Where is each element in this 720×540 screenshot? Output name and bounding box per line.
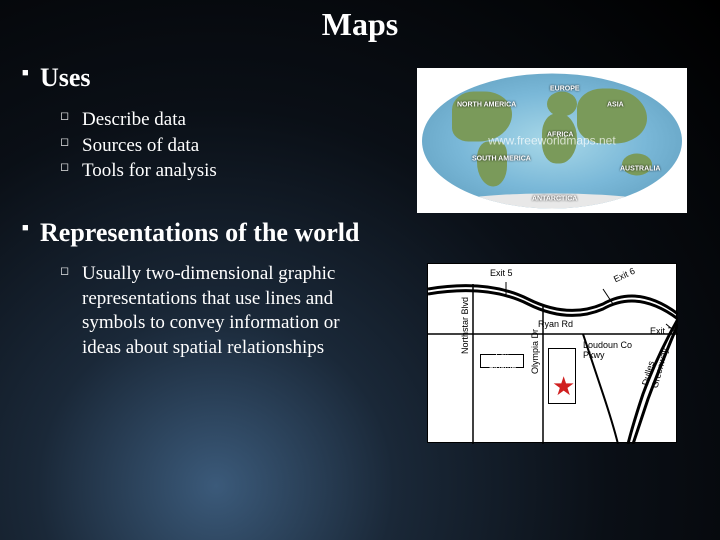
star-marker-icon: ★: [552, 372, 575, 402]
list-item: Tools for analysis: [60, 158, 402, 184]
map-label: SOUTH AMERICA: [472, 155, 531, 162]
road-label: Northstar Blvd: [460, 297, 470, 354]
map-label: NORTH AMERICA: [457, 101, 516, 108]
slide-title: Maps: [0, 0, 720, 43]
text-column: Uses Describe data Sources of data Tools…: [22, 63, 402, 443]
road-label: Loudoun Co Pkwy: [583, 340, 643, 360]
section-heading-representations: Representations of the world: [22, 218, 402, 248]
map-label: ANTARCTICA: [532, 195, 577, 202]
street-map-graphic: Exit 5 Exit 6 Exit 7 Ryan Rd Northstar B…: [427, 263, 677, 443]
world-map-graphic: NORTH AMERICA EUROPE ASIA AFRICA SOUTH A…: [417, 68, 687, 213]
map-label: EUROPE: [550, 85, 580, 92]
road-label: Exit 7: [650, 326, 673, 336]
watermark-text: www.freeworldmaps.net: [488, 134, 615, 148]
globe-ellipse: NORTH AMERICA EUROPE ASIA AFRICA SOUTH A…: [422, 73, 682, 208]
road-label: Olympia Dr: [530, 329, 540, 374]
continent-europe: [547, 91, 577, 116]
continent-south-america: [477, 141, 507, 186]
road-label: Ryan Rd: [538, 319, 573, 329]
representations-list: Usually two-dimensional graphic represen…: [22, 262, 402, 361]
list-item: Sources of data: [60, 133, 402, 159]
image-column: NORTH AMERICA EUROPE ASIA AFRICA SOUTH A…: [402, 63, 702, 443]
map-label: AUSTRALIA: [620, 165, 660, 172]
slide-body: Uses Describe data Sources of data Tools…: [0, 43, 720, 443]
section-heading-uses: Uses: [22, 63, 402, 93]
uses-list: Describe data Sources of data Tools for …: [22, 107, 402, 184]
map-box-fox-cinema: Fox Cinema: [480, 354, 524, 368]
list-item: Describe data: [60, 107, 402, 133]
list-item: Usually two-dimensional graphic represen…: [60, 262, 402, 361]
map-label: ASIA: [607, 101, 624, 108]
road-label: Exit 5: [490, 268, 513, 278]
